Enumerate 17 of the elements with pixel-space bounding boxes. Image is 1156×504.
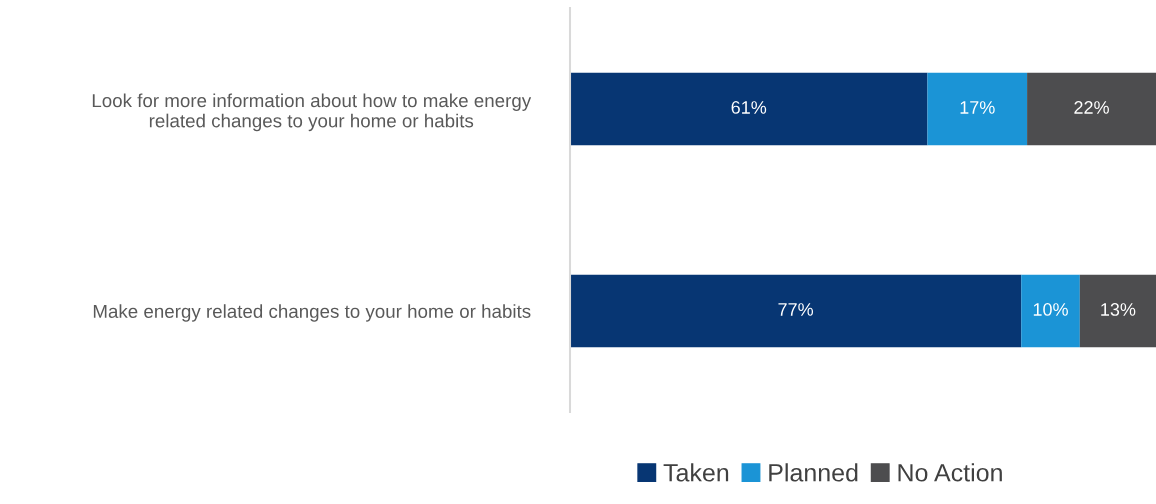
data-label: 17%	[960, 101, 995, 114]
data-label: 10%	[1033, 303, 1068, 316]
bar	[570, 72, 928, 146]
bar	[1027, 72, 1156, 146]
legend-label: Planned	[769, 463, 858, 482]
data-label: 22%	[1074, 101, 1109, 114]
bar	[1021, 274, 1080, 348]
y-tick-label: Look for more information about how to make energy related changes to your home or habits	[92, 93, 532, 132]
data-label: 77%	[778, 303, 814, 316]
data-label: 13%	[1101, 303, 1136, 316]
bar	[1079, 274, 1156, 348]
data-label: 61%	[731, 101, 767, 114]
y-tick-label: Make energy related changes to your home or habits	[93, 304, 531, 322]
bar	[570, 274, 1022, 348]
bar	[927, 72, 1028, 146]
legend-label: Taken	[663, 463, 729, 482]
legend-label: No Action	[898, 463, 1002, 482]
